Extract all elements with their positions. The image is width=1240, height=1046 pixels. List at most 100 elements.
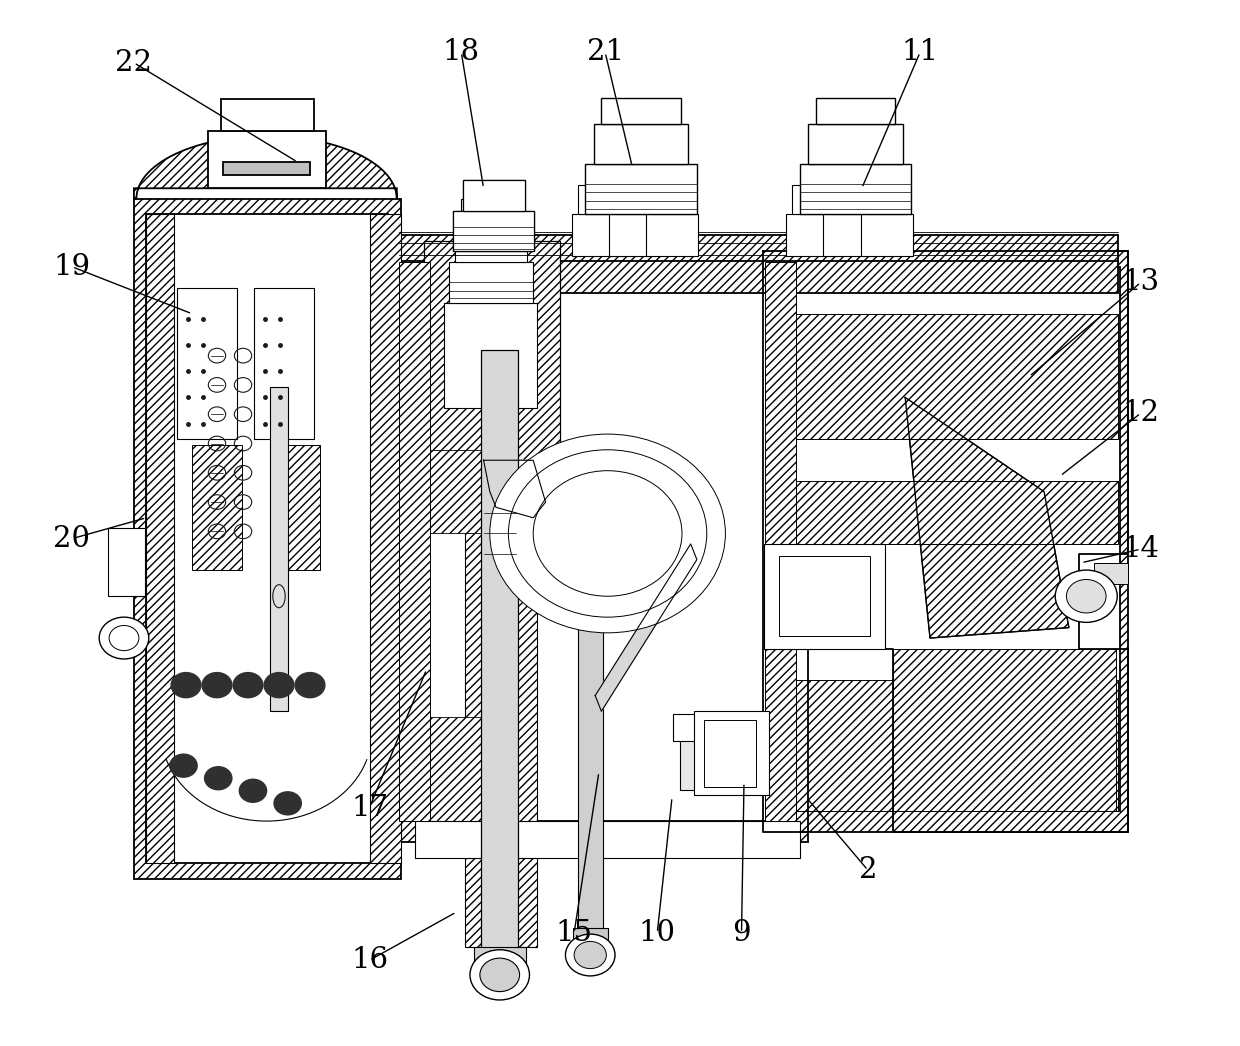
- Bar: [146, 214, 174, 863]
- Circle shape: [274, 792, 301, 815]
- Bar: [454, 211, 534, 251]
- Circle shape: [99, 617, 149, 659]
- Bar: [893, 649, 1116, 811]
- Bar: [465, 246, 537, 947]
- Bar: [765, 262, 796, 821]
- Bar: [1094, 563, 1128, 584]
- Circle shape: [264, 673, 294, 698]
- Bar: [461, 199, 521, 225]
- Bar: [108, 528, 145, 596]
- Bar: [270, 387, 288, 711]
- Text: 19: 19: [53, 253, 91, 280]
- Circle shape: [470, 950, 529, 1000]
- Bar: [415, 821, 800, 858]
- Circle shape: [233, 673, 263, 698]
- Circle shape: [295, 673, 325, 698]
- Bar: [763, 251, 1128, 832]
- Circle shape: [533, 471, 682, 596]
- Bar: [399, 235, 1118, 262]
- Bar: [223, 162, 310, 175]
- Text: 13: 13: [1122, 269, 1159, 296]
- Text: 14: 14: [1122, 536, 1159, 563]
- Bar: [146, 214, 388, 863]
- Bar: [463, 180, 525, 211]
- Polygon shape: [905, 397, 1069, 638]
- Text: 18: 18: [443, 39, 480, 66]
- Text: 15: 15: [556, 919, 593, 947]
- Circle shape: [171, 673, 201, 698]
- Circle shape: [1066, 579, 1106, 613]
- Polygon shape: [595, 544, 697, 711]
- Bar: [208, 131, 326, 188]
- Circle shape: [170, 754, 197, 777]
- Bar: [792, 185, 832, 214]
- Bar: [444, 303, 537, 408]
- Bar: [652, 185, 692, 214]
- Text: 20: 20: [53, 525, 91, 552]
- Bar: [449, 262, 533, 303]
- Circle shape: [574, 941, 606, 969]
- Text: 9: 9: [732, 919, 751, 947]
- Circle shape: [109, 626, 139, 651]
- Bar: [192, 445, 242, 570]
- Bar: [800, 164, 911, 214]
- Bar: [463, 180, 525, 211]
- Circle shape: [480, 958, 520, 992]
- Bar: [412, 717, 496, 821]
- Bar: [601, 98, 681, 124]
- Bar: [680, 735, 723, 790]
- Circle shape: [205, 767, 232, 790]
- Circle shape: [1055, 570, 1117, 622]
- Bar: [481, 350, 518, 957]
- Bar: [370, 214, 401, 863]
- Bar: [861, 214, 913, 256]
- Bar: [455, 225, 527, 262]
- Bar: [786, 214, 838, 256]
- Bar: [784, 314, 1118, 439]
- Circle shape: [239, 779, 267, 802]
- Bar: [615, 185, 655, 214]
- Circle shape: [508, 450, 707, 617]
- Bar: [578, 476, 603, 936]
- Bar: [694, 711, 769, 795]
- Bar: [177, 288, 237, 439]
- Bar: [474, 947, 526, 968]
- Bar: [399, 262, 430, 821]
- Bar: [134, 199, 401, 879]
- Polygon shape: [905, 397, 1069, 638]
- Bar: [609, 214, 661, 256]
- Bar: [779, 556, 870, 636]
- Text: 21: 21: [587, 39, 624, 66]
- Text: 10: 10: [639, 919, 676, 947]
- Bar: [816, 98, 895, 124]
- Bar: [704, 720, 756, 787]
- Bar: [270, 445, 320, 570]
- Circle shape: [565, 934, 615, 976]
- Bar: [585, 164, 697, 214]
- Circle shape: [202, 673, 232, 698]
- Bar: [823, 214, 875, 256]
- Bar: [399, 262, 1118, 293]
- Text: 12: 12: [1122, 400, 1159, 427]
- Circle shape: [490, 434, 725, 633]
- Bar: [764, 544, 885, 649]
- Bar: [594, 124, 688, 164]
- Bar: [412, 256, 796, 821]
- Bar: [808, 124, 903, 164]
- Polygon shape: [134, 136, 397, 199]
- Bar: [830, 185, 869, 214]
- Bar: [578, 185, 618, 214]
- Bar: [784, 481, 1118, 544]
- Bar: [867, 185, 906, 214]
- Text: 17: 17: [351, 794, 388, 821]
- Bar: [399, 241, 808, 842]
- Text: 11: 11: [901, 39, 939, 66]
- Bar: [254, 288, 314, 439]
- Text: 16: 16: [351, 947, 388, 974]
- Bar: [784, 680, 1118, 811]
- Bar: [412, 450, 496, 533]
- Bar: [221, 99, 314, 131]
- Polygon shape: [484, 460, 546, 518]
- Bar: [424, 241, 560, 460]
- Bar: [646, 214, 698, 256]
